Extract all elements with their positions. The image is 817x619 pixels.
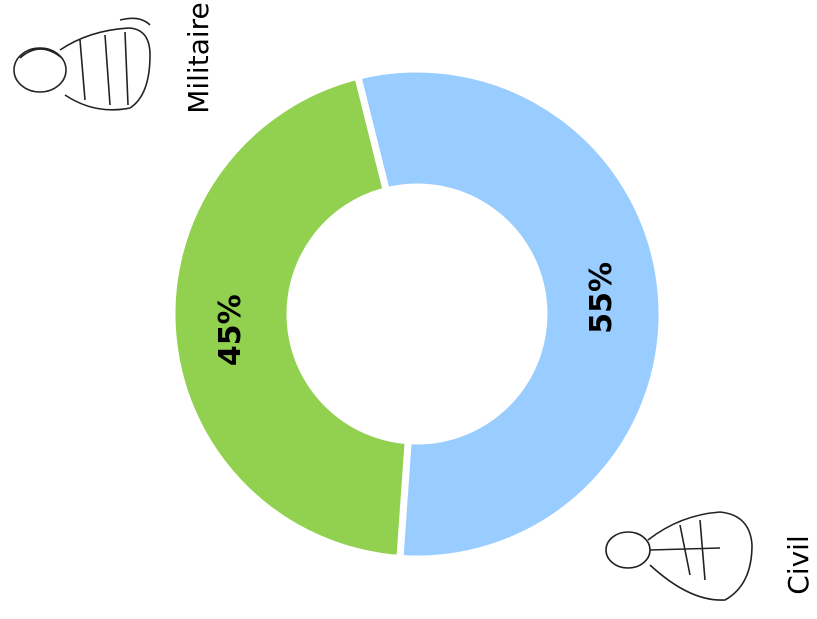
donut-segment xyxy=(172,76,408,558)
civilian-icon xyxy=(606,512,752,600)
data-label: 45% xyxy=(213,294,248,366)
soldier-icon xyxy=(14,18,150,109)
data-label: 55% xyxy=(584,262,619,334)
legend-label: Civil xyxy=(782,535,815,594)
page: 55%45%CivilMilitaire (() => { const data… xyxy=(0,0,817,619)
legend-label: Militaire xyxy=(182,2,215,114)
chart: 55% 45% Civil Militaire xyxy=(0,0,817,619)
